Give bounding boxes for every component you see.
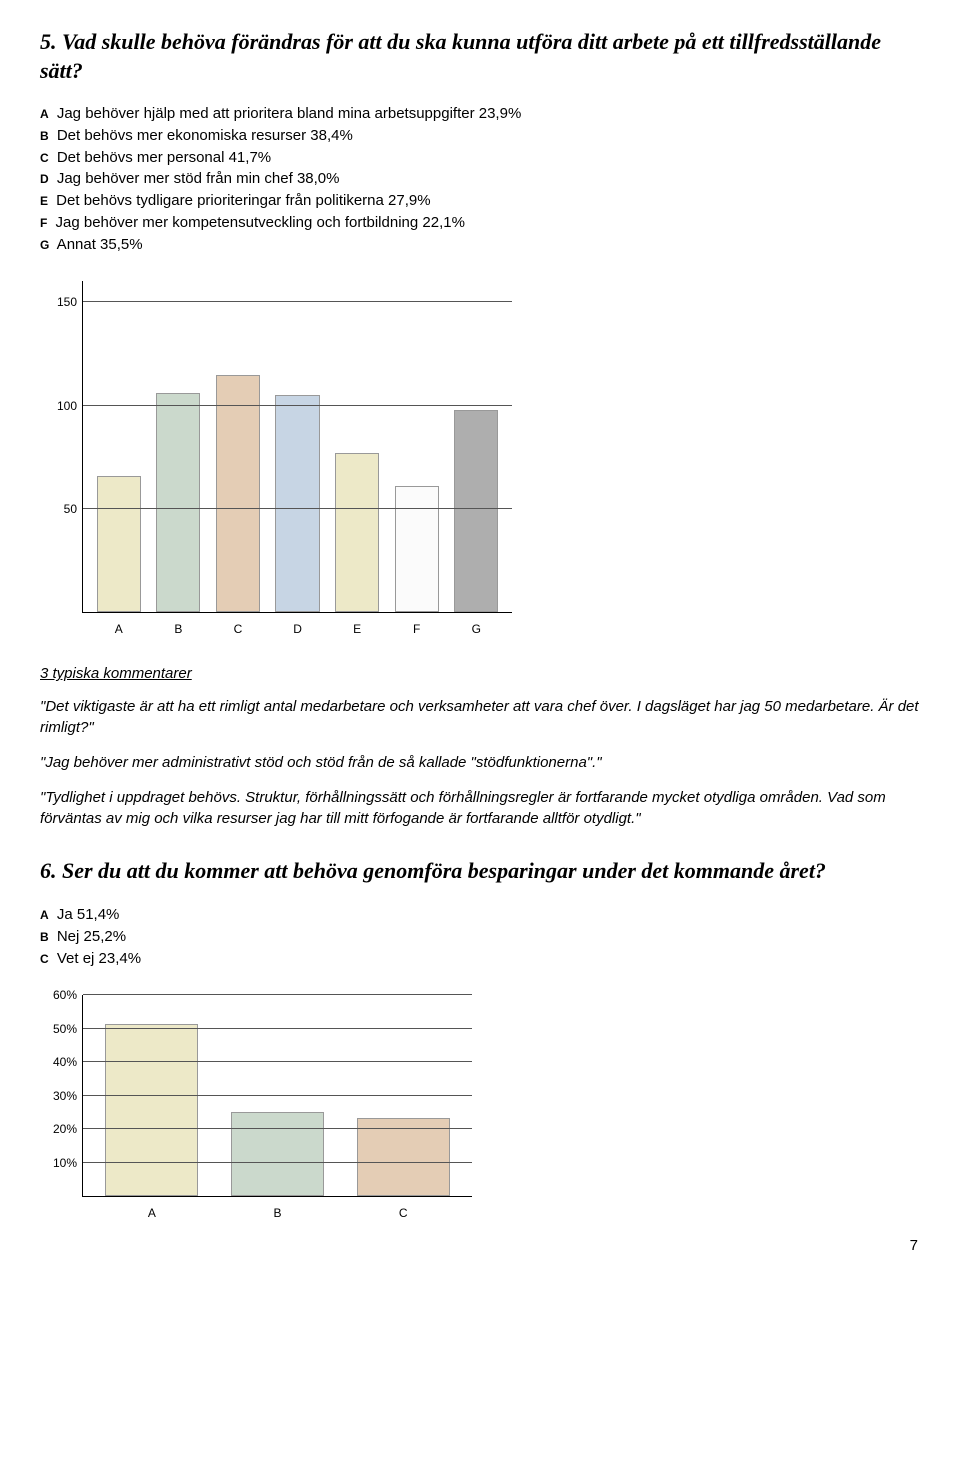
q5-bars: ABCDEFG [83,281,512,612]
y-axis-label: 10% [43,1156,77,1170]
bar-slot: E [327,281,387,612]
x-axis-label: A [89,1206,215,1220]
y-axis-label: 50 [43,502,77,516]
bar-slot: A [89,995,215,1196]
option-letter: E [40,194,48,208]
option-letter: D [40,172,49,186]
option-line: A Ja 51,4% [40,904,920,926]
x-axis-label: B [149,622,209,636]
q6-bars: ABC [83,995,472,1196]
grid-line [83,301,512,302]
y-axis-label: 100 [43,399,77,413]
bar [335,453,379,612]
grid-line [83,1061,472,1062]
bar-slot: B [215,995,341,1196]
bar-slot: A [89,281,149,612]
option-text: Det behövs mer ekonomiska resurser 38,4% [53,127,353,144]
bar-slot: C [340,995,466,1196]
x-axis-label: D [268,622,328,636]
q5-heading: 5. Vad skulle behöva förändras för att d… [40,28,920,85]
x-axis-label: E [327,622,387,636]
x-axis-label: F [387,622,447,636]
bar [454,410,498,613]
option-letter: A [40,107,49,121]
q5-comments: "Det viktigaste är att ha ett rimligt an… [40,696,920,829]
bar-slot: C [208,281,268,612]
y-axis-label: 150 [43,295,77,309]
bar [357,1118,450,1196]
comment-quote: "Tydlighet i uppdraget behövs. Struktur,… [40,787,920,829]
option-letter: F [40,216,47,230]
grid-line [83,1162,472,1163]
q5-plot: ABCDEFG 50100150 [82,281,512,613]
option-line: E Det behövs tydligare prioriteringar fr… [40,190,920,212]
option-letter: B [40,129,49,143]
y-axis-label: 50% [43,1022,77,1036]
option-line: F Jag behöver mer kompetensutveckling oc… [40,212,920,234]
q5-options: A Jag behöver hjälp med att prioritera b… [40,103,920,255]
q6-options: A Ja 51,4%B Nej 25,2%C Vet ej 23,4% [40,904,920,969]
option-text: Annat 35,5% [53,236,142,253]
x-axis-label: C [208,622,268,636]
bar-slot: G [446,281,506,612]
option-letter: B [40,930,49,944]
option-text: Jag behöver mer kompetensutveckling och … [51,214,465,231]
comment-quote: "Jag behöver mer administrativt stöd och… [40,752,920,773]
q5-chart-wrap: ABCDEFG 50 100 150 [40,273,920,643]
q5-chart: ABCDEFG 50 100 150 [40,273,520,643]
option-letter: G [40,238,49,252]
bar [97,476,141,613]
bar [105,1024,198,1196]
x-axis-label: G [446,622,506,636]
option-line: B Det behövs mer ekonomiska resurser 38,… [40,125,920,147]
option-text: Vet ej 23,4% [53,950,141,967]
q6-heading: 6. Ser du att du kommer att behöva genom… [40,857,920,886]
option-text: Jag behöver mer stöd från min chef 38,0% [53,170,340,187]
option-line: C Det behövs mer personal 41,7% [40,147,920,169]
y-axis-label: 60% [43,988,77,1002]
y-axis-label: 30% [43,1089,77,1103]
bar [395,486,439,612]
q5-comments-heading: 3 typiska kommentarer [40,665,920,682]
x-axis-label: A [89,622,149,636]
q6-chart-wrap: ABC 10% 20% 30% 40% 50% 60% [40,987,920,1227]
option-line: C Vet ej 23,4% [40,948,920,970]
option-text: Det behövs mer personal 41,7% [53,149,271,166]
x-axis-label: C [340,1206,466,1220]
option-letter: C [40,151,49,165]
grid-line [83,1095,472,1096]
option-line: G Annat 35,5% [40,234,920,256]
y-axis-label: 40% [43,1055,77,1069]
option-letter: C [40,952,49,966]
bar-slot: D [268,281,328,612]
option-text: Det behövs tydligare prioriteringar från… [52,192,431,209]
option-text: Jag behöver hjälp med att prioritera bla… [53,105,522,122]
option-letter: A [40,908,49,922]
grid-line [83,405,512,406]
grid-line [83,1128,472,1129]
bar [156,393,200,612]
bar [216,375,260,613]
bar [275,395,319,612]
q6-plot: ABC 10%20%30%40%50%60% [82,995,472,1197]
comment-quote: "Det viktigaste är att ha ett rimligt an… [40,696,920,738]
option-text: Ja 51,4% [53,906,120,923]
option-line: B Nej 25,2% [40,926,920,948]
grid-line [83,994,472,995]
bar-slot: F [387,281,447,612]
y-axis-label: 20% [43,1122,77,1136]
option-line: A Jag behöver hjälp med att prioritera b… [40,103,920,125]
option-line: D Jag behöver mer stöd från min chef 38,… [40,168,920,190]
x-axis-label: B [215,1206,341,1220]
q6-chart: ABC 10% 20% 30% 40% 50% 60% [40,987,480,1227]
page-number: 7 [40,1237,920,1254]
grid-line [83,1028,472,1029]
grid-line [83,508,512,509]
option-text: Nej 25,2% [53,928,126,945]
bar [231,1112,324,1196]
bar-slot: B [149,281,209,612]
